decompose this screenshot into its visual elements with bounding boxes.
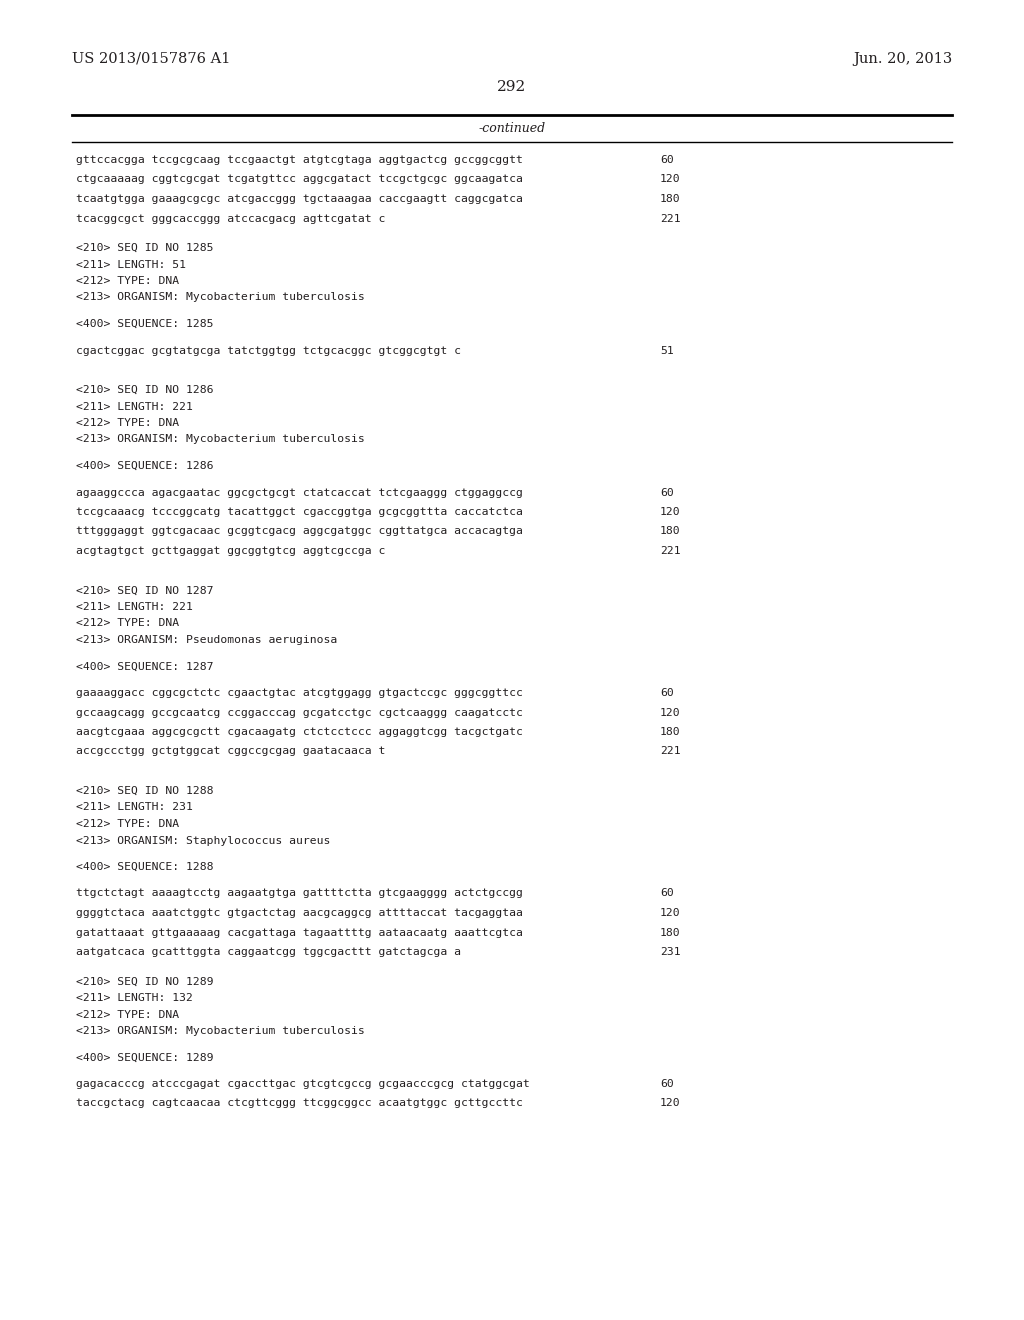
Text: <400> SEQUENCE: 1285: <400> SEQUENCE: 1285 — [76, 319, 213, 329]
Text: <210> SEQ ID NO 1289: <210> SEQ ID NO 1289 — [76, 977, 213, 986]
Text: <213> ORGANISM: Mycobacterium tuberculosis: <213> ORGANISM: Mycobacterium tuberculos… — [76, 293, 365, 302]
Text: 60: 60 — [660, 688, 674, 698]
Text: gaaaaggacc cggcgctctc cgaactgtac atcgtggagg gtgactccgc gggcggttcc: gaaaaggacc cggcgctctc cgaactgtac atcgtgg… — [76, 688, 523, 698]
Text: aatgatcaca gcatttggta caggaatcgg tggcgacttt gatctagcga a: aatgatcaca gcatttggta caggaatcgg tggcgac… — [76, 946, 461, 957]
Text: 292: 292 — [498, 81, 526, 94]
Text: 60: 60 — [660, 888, 674, 899]
Text: US 2013/0157876 A1: US 2013/0157876 A1 — [72, 51, 230, 66]
Text: cgactcggac gcgtatgcga tatctggtgg tctgcacggc gtcggcgtgt c: cgactcggac gcgtatgcga tatctggtgg tctgcac… — [76, 346, 461, 355]
Text: <400> SEQUENCE: 1287: <400> SEQUENCE: 1287 — [76, 661, 213, 672]
Text: tccgcaaacg tcccggcatg tacattggct cgaccggtga gcgcggttta caccatctca: tccgcaaacg tcccggcatg tacattggct cgaccgg… — [76, 507, 523, 517]
Text: <211> LENGTH: 51: <211> LENGTH: 51 — [76, 260, 186, 269]
Text: <212> TYPE: DNA: <212> TYPE: DNA — [76, 1010, 179, 1019]
Text: agaaggccca agacgaatac ggcgctgcgt ctatcaccat tctcgaaggg ctggaggccg: agaaggccca agacgaatac ggcgctgcgt ctatcac… — [76, 487, 523, 498]
Text: 60: 60 — [660, 487, 674, 498]
Text: 60: 60 — [660, 154, 674, 165]
Text: <211> LENGTH: 132: <211> LENGTH: 132 — [76, 993, 193, 1003]
Text: <212> TYPE: DNA: <212> TYPE: DNA — [76, 276, 179, 286]
Text: ctgcaaaaag cggtcgcgat tcgatgttcc aggcgatact tccgctgcgc ggcaagatca: ctgcaaaaag cggtcgcgat tcgatgttcc aggcgat… — [76, 174, 523, 185]
Text: <212> TYPE: DNA: <212> TYPE: DNA — [76, 619, 179, 628]
Text: <213> ORGANISM: Mycobacterium tuberculosis: <213> ORGANISM: Mycobacterium tuberculos… — [76, 434, 365, 445]
Text: ggggtctaca aaatctggtc gtgactctag aacgcaggcg attttaccat tacgaggtaa: ggggtctaca aaatctggtc gtgactctag aacgcag… — [76, 908, 523, 917]
Text: <211> LENGTH: 221: <211> LENGTH: 221 — [76, 602, 193, 612]
Text: 180: 180 — [660, 727, 681, 737]
Text: 221: 221 — [660, 747, 681, 756]
Text: <212> TYPE: DNA: <212> TYPE: DNA — [76, 418, 179, 428]
Text: taccgctacg cagtcaacaa ctcgttcggg ttcggcggcc acaatgtggc gcttgccttc: taccgctacg cagtcaacaa ctcgttcggg ttcggcg… — [76, 1098, 523, 1109]
Text: -continued: -continued — [478, 121, 546, 135]
Text: gttccacgga tccgcgcaag tccgaactgt atgtcgtaga aggtgactcg gccggcggtt: gttccacgga tccgcgcaag tccgaactgt atgtcgt… — [76, 154, 523, 165]
Text: gatattaaat gttgaaaaag cacgattaga tagaattttg aataacaatg aaattcgtca: gatattaaat gttgaaaaag cacgattaga tagaatt… — [76, 928, 523, 937]
Text: 51: 51 — [660, 346, 674, 355]
Text: 231: 231 — [660, 946, 681, 957]
Text: 180: 180 — [660, 527, 681, 536]
Text: 120: 120 — [660, 908, 681, 917]
Text: tcacggcgct gggcaccggg atccacgacg agttcgatat c: tcacggcgct gggcaccggg atccacgacg agttcga… — [76, 214, 385, 223]
Text: <213> ORGANISM: Mycobacterium tuberculosis: <213> ORGANISM: Mycobacterium tuberculos… — [76, 1026, 365, 1036]
Text: tcaatgtgga gaaagcgcgc atcgaccggg tgctaaagaa caccgaagtt caggcgatca: tcaatgtgga gaaagcgcgc atcgaccggg tgctaaa… — [76, 194, 523, 205]
Text: <400> SEQUENCE: 1286: <400> SEQUENCE: 1286 — [76, 461, 213, 471]
Text: 120: 120 — [660, 174, 681, 185]
Text: <213> ORGANISM: Staphylococcus aureus: <213> ORGANISM: Staphylococcus aureus — [76, 836, 331, 846]
Text: <211> LENGTH: 221: <211> LENGTH: 221 — [76, 401, 193, 412]
Text: accgccctgg gctgtggcat cggccgcgag gaatacaaca t: accgccctgg gctgtggcat cggccgcgag gaataca… — [76, 747, 385, 756]
Text: acgtagtgct gcttgaggat ggcggtgtcg aggtcgccga c: acgtagtgct gcttgaggat ggcggtgtcg aggtcgc… — [76, 546, 385, 556]
Text: gagacacccg atcccgagat cgaccttgac gtcgtcgccg gcgaacccgcg ctatggcgat: gagacacccg atcccgagat cgaccttgac gtcgtcg… — [76, 1078, 529, 1089]
Text: <210> SEQ ID NO 1286: <210> SEQ ID NO 1286 — [76, 385, 213, 395]
Text: <210> SEQ ID NO 1285: <210> SEQ ID NO 1285 — [76, 243, 213, 253]
Text: <210> SEQ ID NO 1287: <210> SEQ ID NO 1287 — [76, 586, 213, 595]
Text: aacgtcgaaa aggcgcgctt cgacaagatg ctctcctccc aggaggtcgg tacgctgatc: aacgtcgaaa aggcgcgctt cgacaagatg ctctcct… — [76, 727, 523, 737]
Text: 60: 60 — [660, 1078, 674, 1089]
Text: 120: 120 — [660, 708, 681, 718]
Text: ttgctctagt aaaagtcctg aagaatgtga gattttctta gtcgaagggg actctgccgg: ttgctctagt aaaagtcctg aagaatgtga gattttc… — [76, 888, 523, 899]
Text: <212> TYPE: DNA: <212> TYPE: DNA — [76, 818, 179, 829]
Text: 221: 221 — [660, 546, 681, 556]
Text: <400> SEQUENCE: 1288: <400> SEQUENCE: 1288 — [76, 862, 213, 873]
Text: <211> LENGTH: 231: <211> LENGTH: 231 — [76, 803, 193, 813]
Text: 180: 180 — [660, 194, 681, 205]
Text: <210> SEQ ID NO 1288: <210> SEQ ID NO 1288 — [76, 785, 213, 796]
Text: 120: 120 — [660, 1098, 681, 1109]
Text: 180: 180 — [660, 928, 681, 937]
Text: 120: 120 — [660, 507, 681, 517]
Text: <400> SEQUENCE: 1289: <400> SEQUENCE: 1289 — [76, 1052, 213, 1063]
Text: Jun. 20, 2013: Jun. 20, 2013 — [853, 51, 952, 66]
Text: gccaagcagg gccgcaatcg ccggacccag gcgatcctgc cgctcaaggg caagatcctc: gccaagcagg gccgcaatcg ccggacccag gcgatcc… — [76, 708, 523, 718]
Text: tttgggaggt ggtcgacaac gcggtcgacg aggcgatggc cggttatgca accacagtga: tttgggaggt ggtcgacaac gcggtcgacg aggcgat… — [76, 527, 523, 536]
Text: <213> ORGANISM: Pseudomonas aeruginosa: <213> ORGANISM: Pseudomonas aeruginosa — [76, 635, 337, 645]
Text: 221: 221 — [660, 214, 681, 223]
